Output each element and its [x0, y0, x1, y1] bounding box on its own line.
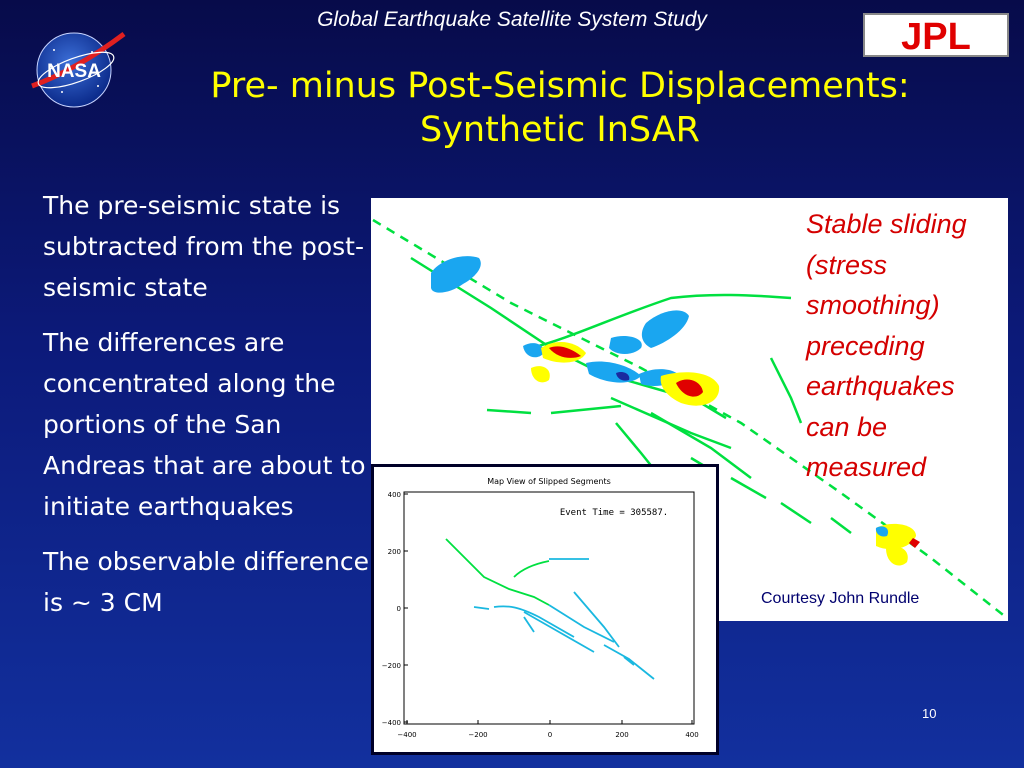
annotation-line: preceding: [806, 330, 925, 361]
plot-frame: [403, 491, 695, 725]
y-tick-label: −200: [382, 662, 401, 670]
bullet-list: The pre-seismic state is subtracted from…: [43, 185, 373, 637]
x-tick-label: 200: [615, 731, 628, 739]
y-tick-label: 200: [388, 548, 401, 556]
annotation-line: earthquakes: [806, 371, 955, 401]
x-tick-label: 0: [548, 731, 552, 739]
slipped-segment: [445, 538, 550, 606]
slip-map-plot: Map View of Slipped Segments Event Time …: [382, 477, 699, 739]
y-tick-label: 400: [388, 491, 401, 499]
slide-title: Pre- minus Post-Seismic Displacements: S…: [120, 64, 1000, 152]
bullet-item: The observable difference is ~ 3 CM: [43, 547, 370, 617]
nasa-logo-text: NASA: [47, 61, 101, 82]
y-tick-label: −400: [382, 719, 401, 727]
x-tick-label: −400: [397, 731, 416, 739]
nasa-logo: NASA: [31, 31, 126, 108]
jpl-logo-text: JPL: [901, 16, 971, 55]
slide-title-line2: Synthetic InSAR: [420, 110, 700, 150]
slip-map-figure: Map View of Slipped Segments Event Time …: [371, 464, 719, 755]
annotation-line: Stable sliding: [806, 209, 967, 239]
insar-annotation: Stable sliding (stress smoothing) preced…: [806, 204, 1011, 488]
x-tick-label: 400: [685, 731, 698, 739]
slip-map-title: Map View of Slipped Segments: [487, 477, 611, 486]
annotation-line: measured: [806, 452, 927, 482]
displacement-blob: [431, 256, 481, 293]
fault-trace-dashed: [372, 218, 1008, 619]
header-subtitle: Global Earthquake Satellite System Study: [317, 8, 707, 31]
annotation-line: smoothing): [806, 290, 940, 320]
annotation-line: (stress: [806, 249, 887, 280]
y-tick-label: 0: [397, 605, 401, 613]
bullet-item: The pre-seismic state is subtracted from…: [43, 191, 364, 302]
jpl-logo: JPL: [863, 13, 1009, 58]
annotation-line: can be: [806, 411, 888, 442]
fault-trace: [530, 293, 792, 350]
slide-title-line1: Pre- minus Post-Seismic Displacements:: [210, 66, 910, 106]
slide-number: 10: [922, 706, 937, 721]
event-time-label: Event Time = 305587.: [560, 508, 668, 518]
bullet-item: The differences are concentrated along t…: [43, 328, 366, 521]
x-tick-label: −200: [468, 731, 487, 739]
image-credit: Courtesy John Rundle: [761, 590, 920, 607]
insar-displacement-map: [372, 218, 1008, 619]
